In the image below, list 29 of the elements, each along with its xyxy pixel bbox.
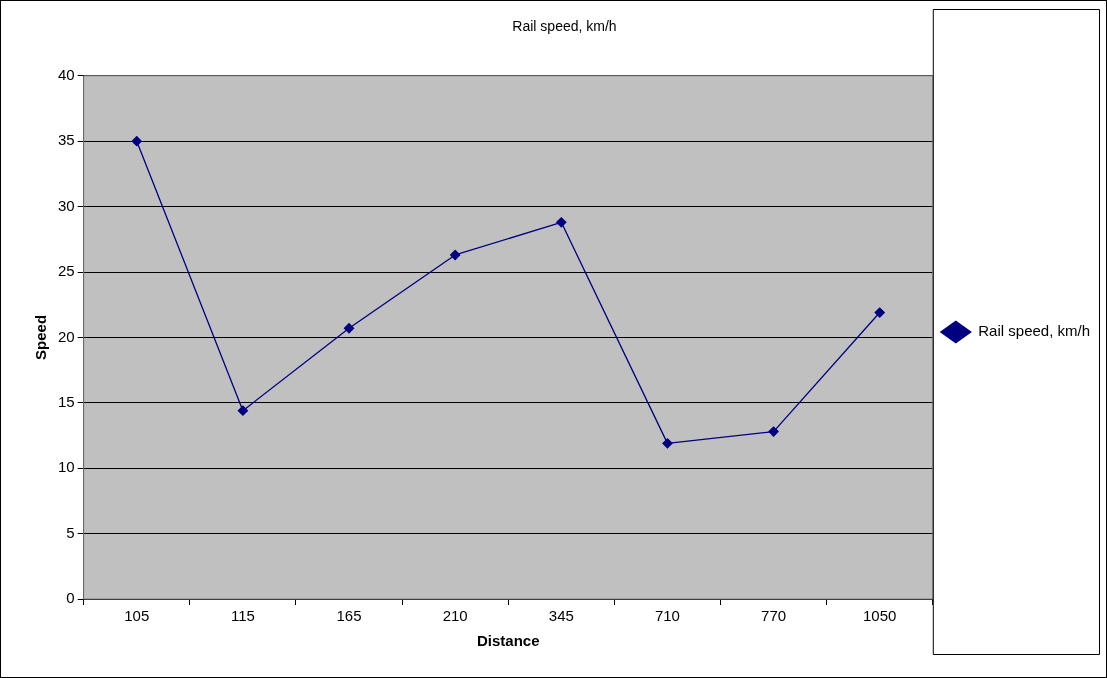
y-tick-label: 30: [58, 196, 75, 214]
x-tick-label: 710: [654, 607, 680, 625]
x-tick-label: 770: [761, 607, 787, 625]
y-tick-label: 20: [58, 327, 75, 345]
x-tick-label: 1050: [863, 607, 897, 625]
point: [874, 307, 885, 318]
y-tick-label: 0: [66, 589, 75, 607]
x-tick-label: 345: [548, 607, 574, 625]
x-axis-title: Distance: [476, 632, 540, 650]
y-tick-label: 15: [58, 392, 75, 410]
point: [343, 323, 355, 334]
y-tick-label: 35: [58, 131, 75, 149]
x-tick-label: 210: [442, 607, 468, 625]
point: [237, 405, 249, 416]
x-tick-label: 105: [124, 607, 150, 625]
y-tick-label: 5: [66, 523, 75, 541]
x-tick-label: 115: [230, 607, 255, 625]
point: [450, 249, 461, 261]
y-axis-title: Speed: [32, 314, 50, 360]
point: [131, 136, 142, 147]
point: [768, 426, 779, 437]
legend-label: Rail speed, km/h: [978, 322, 1090, 340]
y-tick-label: 40: [58, 65, 75, 83]
x-tick-label: 165: [336, 607, 362, 625]
point: [662, 438, 673, 449]
chart-title: Rail speed, km/h: [512, 18, 617, 35]
y-tick-label: 10: [58, 458, 75, 476]
point: [556, 217, 567, 228]
y-tick-label: 25: [58, 262, 75, 280]
